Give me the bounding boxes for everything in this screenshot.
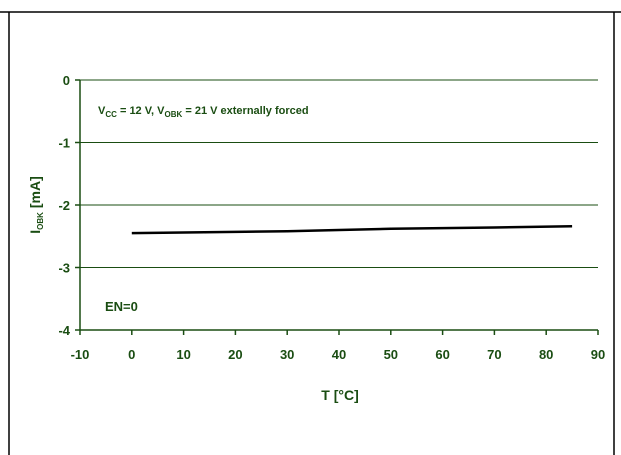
condition-part: = 12 V, V (117, 105, 165, 117)
grid-lines (80, 79, 598, 268)
condition-annotation: VCC = 12 V, VOBK = 21 V externally force… (98, 105, 309, 119)
condition-part: V (98, 105, 106, 117)
x-tick-label: 80 (539, 347, 553, 362)
y-tick-label: 0 (63, 73, 70, 88)
y-axis-title: IOBK [mA] (27, 176, 45, 233)
y-axis-title-main: I (27, 230, 43, 234)
x-tick-label: 0 (128, 347, 135, 362)
axes (75, 79, 599, 335)
x-tick-label: 70 (487, 347, 501, 362)
x-tick-label: 20 (228, 347, 242, 362)
y-tick-label: -3 (58, 261, 70, 276)
x-tick-labels: -10 0 10 20 30 40 50 60 70 80 90 (71, 347, 606, 362)
y-axis-title-unit: [mA] (27, 176, 43, 212)
x-axis-title: T [°C] (321, 387, 358, 403)
series-line (131, 225, 573, 235)
y-tick-labels: 0 -1 -2 -3 -4 (58, 73, 70, 338)
condition-part-sub: OBK (165, 110, 183, 119)
enable-annotation: EN=0 (105, 299, 138, 314)
y-tick-label: -2 (58, 198, 70, 213)
series-group (131, 225, 573, 235)
x-tick-label: -10 (71, 347, 90, 362)
condition-part: = 21 V externally forced (182, 105, 308, 117)
condition-part-sub: CC (105, 110, 117, 119)
y-tick-label: -4 (58, 323, 70, 338)
x-tick-label: 10 (176, 347, 190, 362)
x-tick-label: 50 (384, 347, 398, 362)
y-axis-title-sub: OBK (36, 212, 45, 230)
x-tick-label: 60 (435, 347, 449, 362)
x-tick-label: 40 (332, 347, 346, 362)
x-tick-label: 90 (591, 347, 605, 362)
y-tick-label: -1 (58, 136, 70, 151)
x-tick-label: 30 (280, 347, 294, 362)
